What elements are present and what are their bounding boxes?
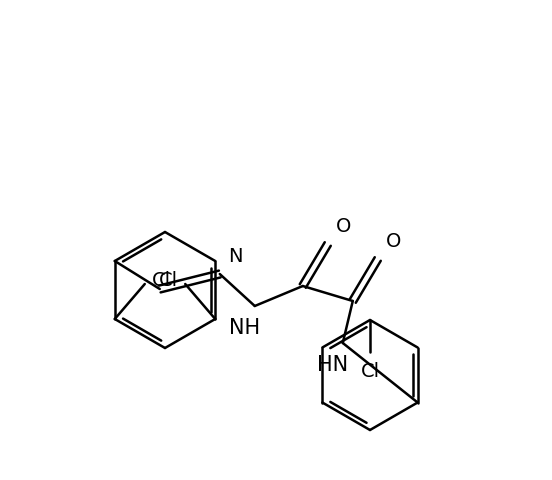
Text: Cl: Cl	[152, 272, 171, 290]
Text: O: O	[336, 217, 351, 236]
Text: HN: HN	[317, 355, 348, 375]
Text: Cl: Cl	[159, 272, 178, 290]
Text: N: N	[228, 247, 242, 266]
Text: Cl: Cl	[360, 362, 380, 381]
Text: O: O	[386, 232, 401, 251]
Text: NH: NH	[229, 318, 261, 338]
